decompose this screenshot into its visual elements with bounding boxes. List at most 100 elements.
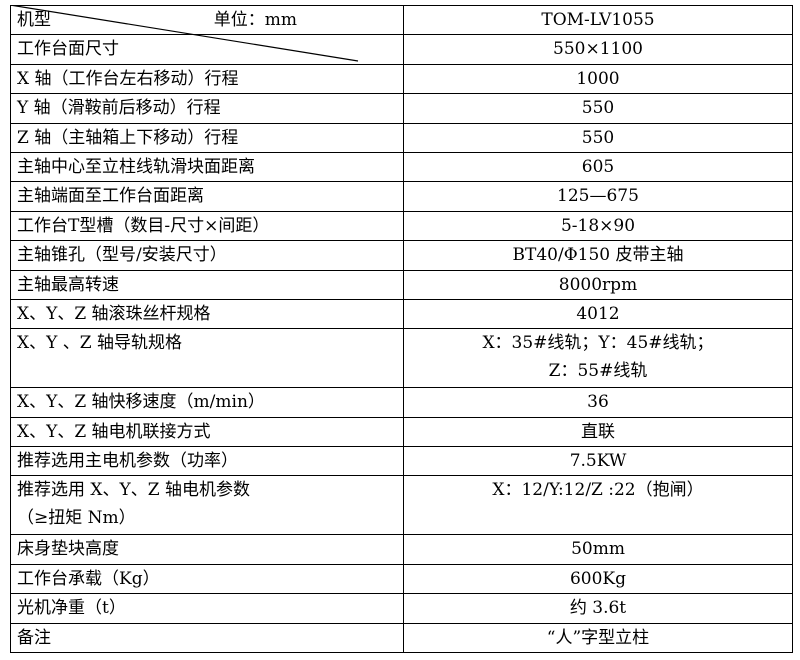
spec-value: 550 [581, 98, 615, 119]
spec-name-cell: 工作台T型槽（数目-尺寸×间距） [10, 210, 404, 242]
table-row: 光机净重（t） 约 3.6t [10, 593, 793, 624]
spec-name: X、Y、Z 轴滚珠丝杆规格 [17, 303, 211, 324]
spec-name-cell: X、Y、Z 轴滚珠丝杆规格 [10, 298, 404, 330]
spec-name-cell: 工作台承载（Kg） [10, 563, 404, 595]
spec-value-cell: X：35#线轨；Y：45#线轨； Z：55#线轨 [403, 328, 793, 389]
table-row: Z 轴（主轴箱上下移动）行程 550 [10, 122, 793, 153]
spec-name-cell: X、Y、Z 轴电机联接方式 [10, 416, 404, 448]
spec-value-cell: “人”字型立柱 [403, 622, 793, 654]
spec-value-cell: 50mm [403, 534, 793, 565]
spec-value-cell: 125—675 [403, 181, 793, 212]
spec-value: 1000 [576, 68, 620, 89]
spec-value: 550×1100 [553, 39, 643, 60]
spec-name-cell: X、Y、Z 轴快移速度（m/min） [10, 387, 404, 418]
spec-value-cell: 1000 [403, 63, 793, 95]
spec-table: 机型 单位：mm TOM-LV1055 工作台面尺寸 550×1100 X 轴（工作台… [10, 4, 793, 654]
spec-value-cell: 7.5KW [403, 446, 793, 477]
spec-name-cell: X、Y 、Z 轴导轨规格 [10, 328, 404, 389]
table-row: 工作台T型槽（数目-尺寸×间距） 5-18×90 [10, 210, 793, 242]
spec-value: 125—675 [557, 186, 639, 207]
spec-value-cell: 4012 [403, 298, 793, 330]
table-row: 主轴中心至立柱线轨滑块面距离 605 [10, 151, 793, 183]
table-header-row: 机型 单位：mm TOM-LV1055 [10, 4, 793, 36]
spec-name: 工作台T型槽（数目-尺寸×间距） [17, 215, 270, 236]
table-row: 工作台面尺寸 550×1100 [10, 34, 793, 65]
spec-value-cell: X：12/Y:12/Z :22（抱闸） [403, 475, 793, 536]
spec-name: X、Y、Z 轴电机联接方式 [17, 421, 211, 442]
table-row: X、Y、Z 轴电机联接方式 直联 [10, 416, 793, 448]
header-unit: 单位：mm [213, 10, 297, 30]
spec-value-line2: Z：55#线轨 [548, 361, 648, 382]
table-row: 主轴锥孔（型号/安装尺寸） BT40/Φ150 皮带主轴 [10, 240, 793, 271]
spec-value: 5-18×90 [560, 215, 636, 236]
spec-value-cell: 8000rpm [403, 269, 793, 300]
spec-name: 床身垫块高度 [17, 539, 119, 560]
spec-name-cell: 光机净重（t） [10, 593, 404, 624]
table-row: X、Y、Z 轴快移速度（m/min） 36 [10, 387, 793, 418]
table-row: 主轴端面至工作台面距离 125—675 [10, 181, 793, 212]
spec-name: X、Y 、Z 轴导轨规格 [17, 333, 182, 354]
spec-name-cell: 主轴锥孔（型号/安装尺寸） [10, 240, 404, 271]
spec-value-cell: 600Kg [403, 563, 793, 595]
spec-value-cell: 直联 [403, 416, 793, 448]
spec-name-cell: 备注 [10, 622, 404, 654]
spec-value: 550 [581, 127, 615, 148]
spec-value: 直联 [581, 421, 615, 442]
table-row: 推荐选用 X、Y、Z 轴电机参数 （≥扭矩 Nm） X：12/Y:12/Z :22（… [10, 475, 793, 536]
table-row: 床身垫块高度 50mm [10, 534, 793, 565]
spec-name-cell: 主轴最高转速 [10, 269, 404, 300]
header-label: 机型 [17, 10, 51, 30]
header-cell: 机型 单位：mm [10, 4, 404, 36]
spec-name-cell: X 轴（工作台左右移动）行程 [10, 63, 404, 95]
spec-name: 工作台承载（Kg） [17, 568, 160, 589]
spec-name: X 轴（工作台左右移动）行程 [17, 68, 239, 89]
spec-value: 7.5KW [569, 451, 627, 472]
spec-name-cell: Y 轴（滑鞍前后移动）行程 [10, 93, 404, 124]
spec-value-cell: 550×1100 [403, 34, 793, 65]
spec-name-cell: 主轴中心至立柱线轨滑块面距离 [10, 151, 404, 183]
table-row: Y 轴（滑鞍前后移动）行程 550 [10, 93, 793, 124]
spec-value: 4012 [576, 303, 620, 324]
spec-value: 8000rpm [558, 274, 638, 295]
spec-value: BT40/Φ150 皮带主轴 [512, 245, 684, 266]
spec-value: “人”字型立柱 [546, 627, 650, 648]
spec-value-cell: 36 [403, 387, 793, 418]
spec-name-cell: 推荐选用 X、Y、Z 轴电机参数 （≥扭矩 Nm） [10, 475, 404, 536]
spec-value: X：12/Y:12/Z :22（抱闸） [492, 480, 704, 501]
spec-value-cell: 550 [403, 122, 793, 153]
table-row: 主轴最高转速 8000rpm [10, 269, 793, 300]
spec-value-cell: 550 [403, 93, 793, 124]
model-value: TOM-LV1055 [403, 4, 793, 36]
table-row: X 轴（工作台左右移动）行程 1000 [10, 63, 793, 95]
spec-name: 主轴中心至立柱线轨滑块面距离 [17, 156, 255, 177]
spec-name-cell: 主轴端面至工作台面距离 [10, 181, 404, 212]
spec-name: 推荐选用主电机参数（功率） [17, 451, 238, 472]
spec-value: 50mm [571, 539, 625, 560]
spec-value-cell: 5-18×90 [403, 210, 793, 242]
spec-value-cell: 605 [403, 151, 793, 183]
spec-value: 约 3.6t [569, 598, 627, 619]
spec-name: Y 轴（滑鞍前后移动）行程 [17, 98, 221, 119]
table-row: 推荐选用主电机参数（功率） 7.5KW [10, 446, 793, 477]
table-row: 备注 “人”字型立柱 [10, 622, 793, 654]
spec-value: X：35#线轨；Y：45#线轨； [482, 333, 714, 354]
spec-name-cell: 推荐选用主电机参数（功率） [10, 446, 404, 477]
spec-name: Z 轴（主轴箱上下移动）行程 [17, 127, 239, 148]
spec-name: 推荐选用 X、Y、Z 轴电机参数 [17, 480, 250, 501]
spec-name: 主轴最高转速 [17, 274, 119, 295]
spec-name: 主轴端面至工作台面距离 [17, 186, 204, 207]
spec-name-cell: 工作台面尺寸 [10, 34, 404, 65]
spec-name-cell: Z 轴（主轴箱上下移动）行程 [10, 122, 404, 153]
spec-value-cell: 约 3.6t [403, 593, 793, 624]
spec-name: X、Y、Z 轴快移速度（m/min） [17, 392, 265, 413]
table-row: 工作台承载（Kg） 600Kg [10, 563, 793, 595]
spec-value-cell: BT40/Φ150 皮带主轴 [403, 240, 793, 271]
spec-name-line2: （≥扭矩 Nm） [17, 508, 136, 529]
spec-value: 600Kg [569, 568, 627, 589]
spec-name: 光机净重（t） [17, 598, 126, 619]
table-row: X、Y、Z 轴滚珠丝杆规格 4012 [10, 298, 793, 330]
spec-name: 备注 [17, 627, 51, 648]
spec-value: 36 [587, 392, 609, 413]
spec-name: 工作台面尺寸 [17, 39, 119, 60]
spec-value: 605 [581, 156, 615, 177]
